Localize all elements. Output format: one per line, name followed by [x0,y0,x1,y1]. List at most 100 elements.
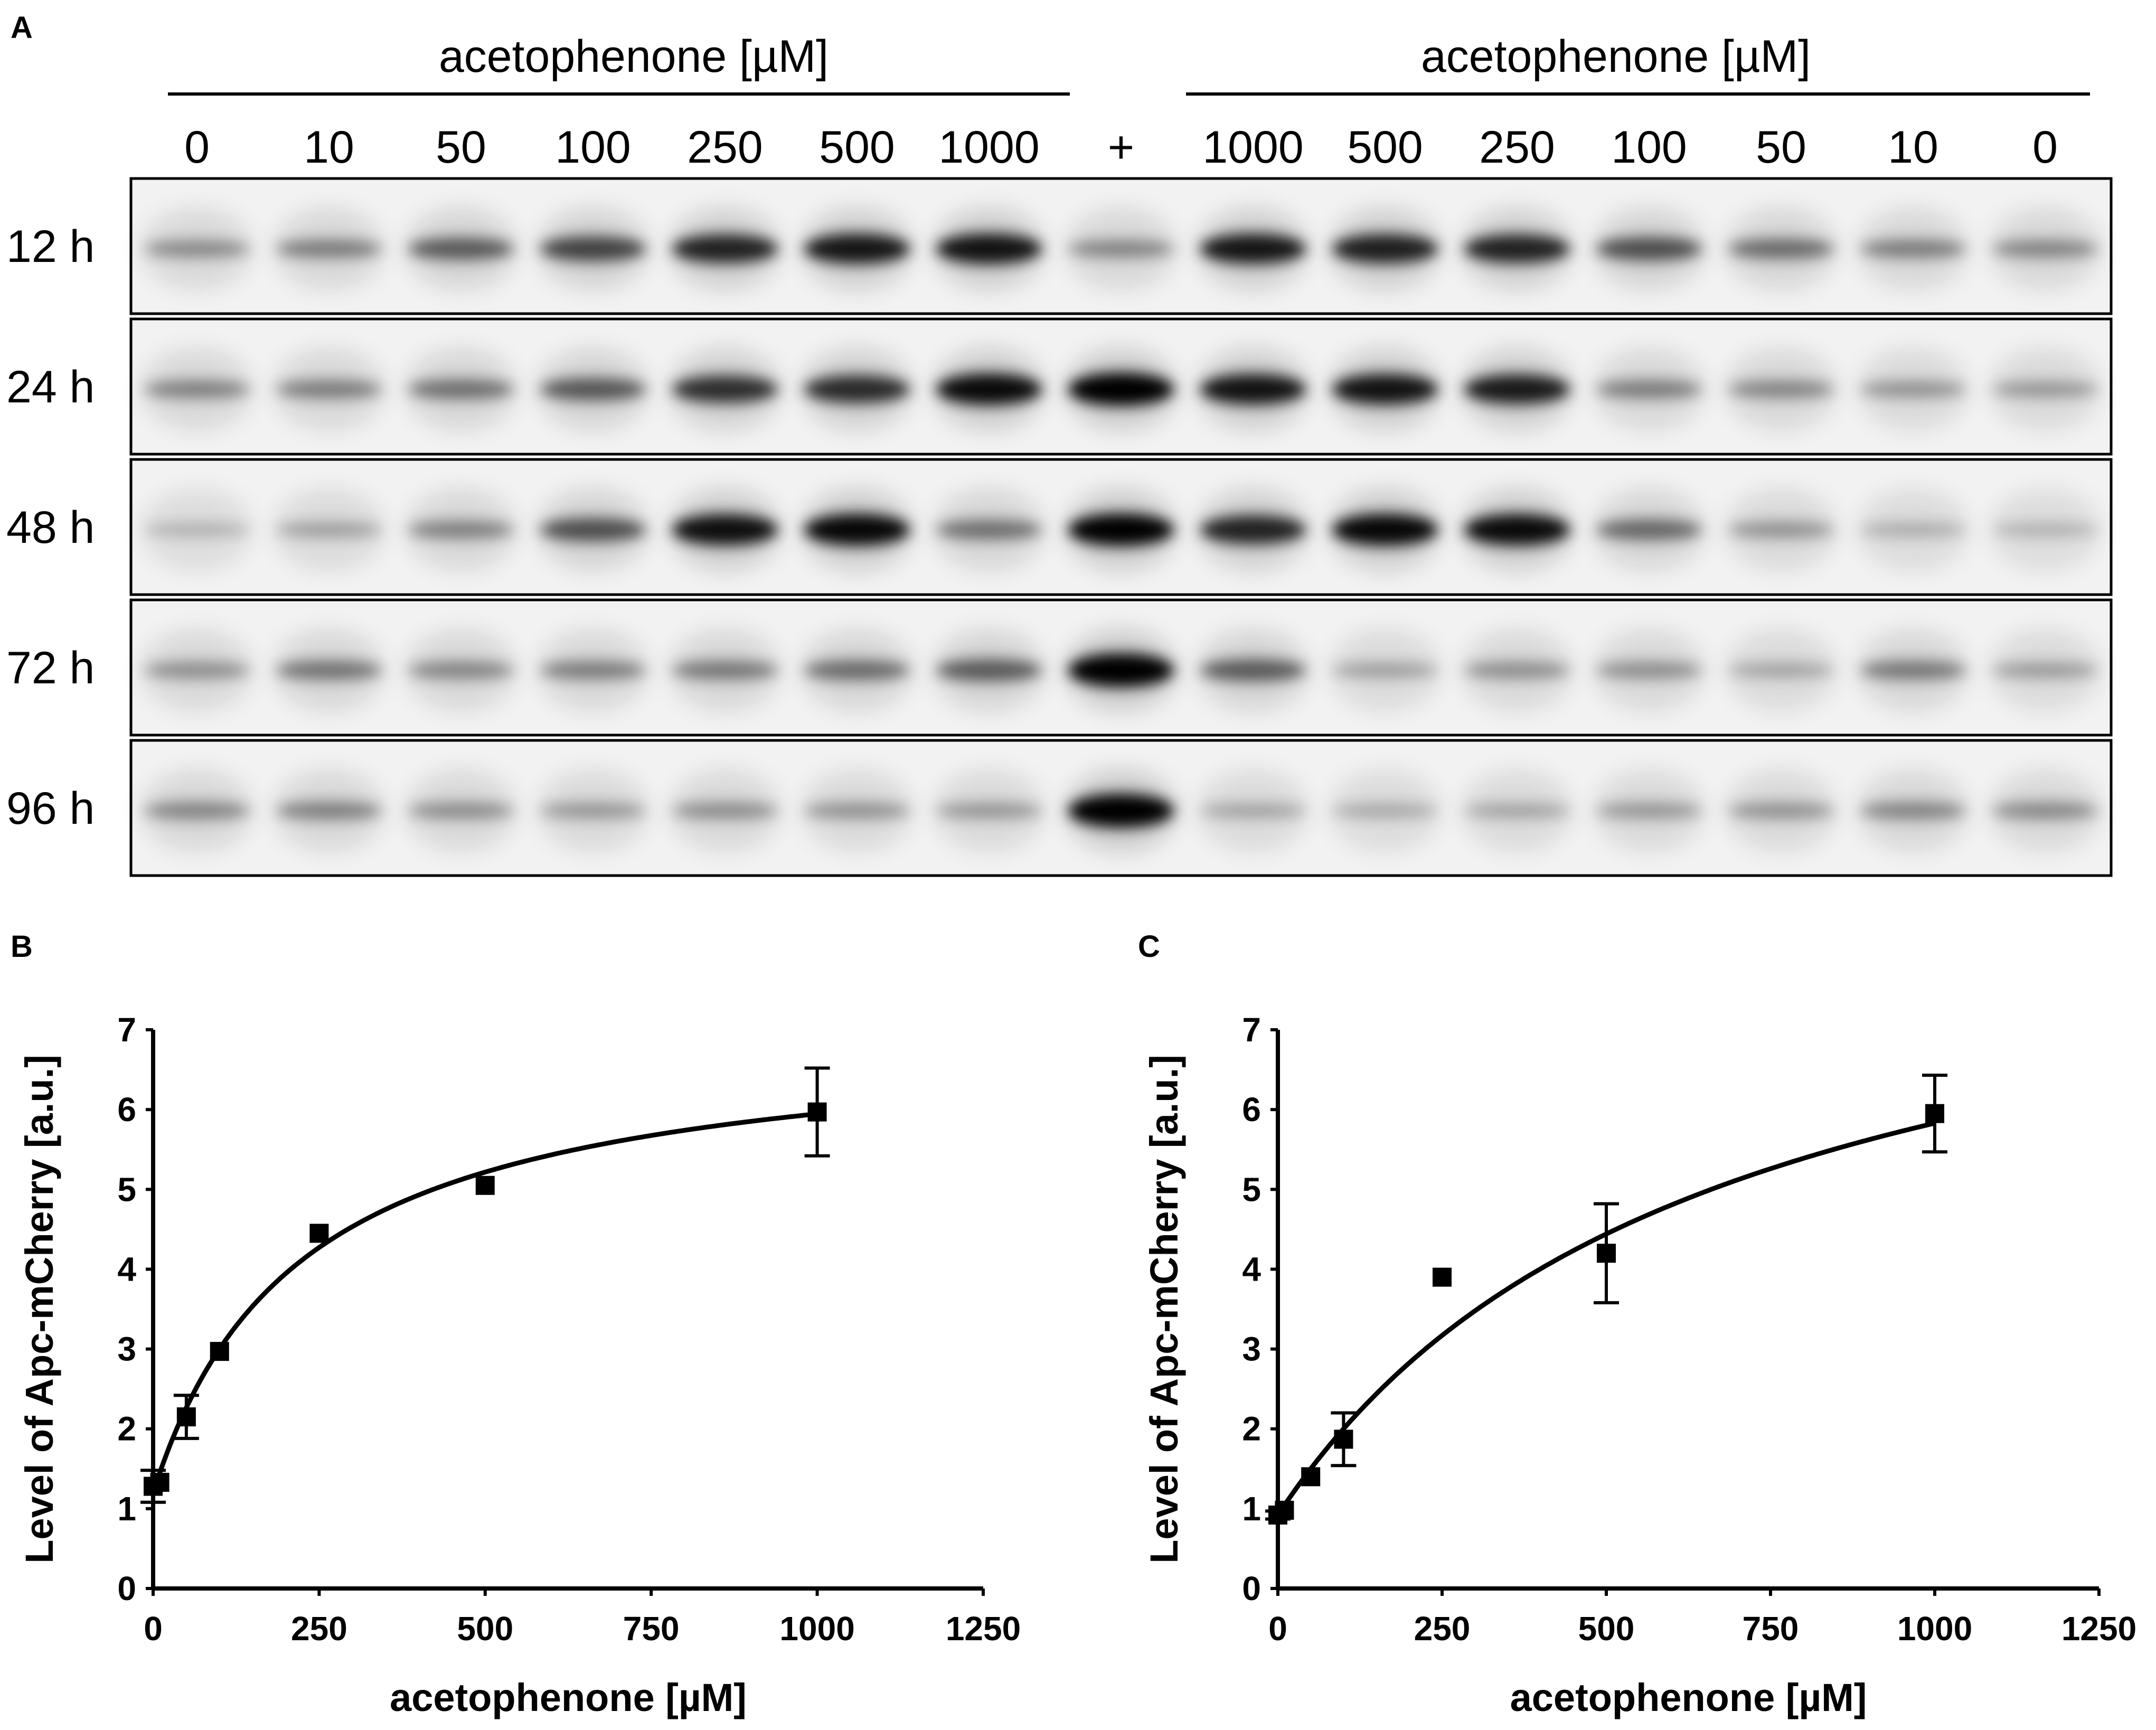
blot-band [1200,233,1306,264]
y-tick-label: 4 [1242,1250,1261,1288]
blot-band [540,378,646,401]
blot-group-label-left: acetophenone [µM] [439,31,828,82]
panel-label-b: B [11,929,33,964]
blot-band [1200,659,1306,682]
y-tick-label: 7 [1242,1011,1261,1049]
blot-band [804,233,910,264]
blot-band [936,659,1042,682]
blot-band [1464,514,1570,546]
x-tick-label: 500 [1578,1610,1635,1648]
blot-band [1068,240,1174,258]
data-point [176,1407,196,1427]
y-tick-label: 1 [1242,1490,1261,1528]
blot-row-label: 96 h [6,783,95,834]
blot-band [1332,804,1438,818]
lane-label: + [1108,122,1134,173]
blot-band [672,375,778,403]
lane-label: 250 [1479,122,1555,173]
blot-rows: 12 h 24 h 48 h 72 h 96 h [6,177,2113,877]
blot-band [1728,521,1834,538]
blot-band [804,802,910,819]
blot-band [1332,513,1438,546]
blot-band [1464,662,1570,679]
x-tick-label: 250 [291,1610,347,1648]
blot-band [1860,523,1966,537]
blot-band [1728,663,1834,678]
data-point [475,1176,495,1195]
blot-band [1464,234,1570,264]
data-point [210,1342,229,1361]
x-tick-label: 0 [144,1610,163,1648]
x-tick-label: 500 [457,1610,513,1648]
blot-band [144,523,250,537]
blot-band [672,234,778,264]
y-tick-label: 7 [117,1011,136,1049]
data-point [1301,1467,1321,1487]
blot-band [1992,802,2098,820]
panel-label-c: C [1138,929,1160,964]
blot-band [1728,380,1834,398]
blot-row: 24 h [6,317,2113,456]
x-tick-label: 1000 [1897,1610,1972,1648]
x-axis-title: acetophenone [µM] [390,1676,747,1719]
blot-band [276,239,382,258]
blot-band [672,802,778,819]
y-tick-label: 6 [1242,1090,1261,1129]
blot-band [1464,374,1570,405]
blot-band [408,521,514,539]
y-tick-label: 5 [1242,1170,1261,1208]
lane-label: 1000 [938,122,1039,173]
blot-band [1068,794,1174,828]
x-tick-label: 250 [1414,1610,1471,1648]
lane-label: 100 [1611,122,1687,173]
blot-row: 48 h [6,458,2113,596]
x-axis-title: acetophenone [µM] [1510,1676,1867,1719]
lane-label: 100 [555,122,631,173]
data-point [1925,1104,1944,1123]
blot-band [1332,374,1438,405]
western-blot: acetophenone [µM] acetophenone [µM] 0 10 5… [6,31,2113,877]
lane-label: 50 [1756,122,1806,173]
blot-band [936,373,1042,405]
blot-band [1860,239,1966,258]
blot-group-label-right: acetophenone [µM] [1421,31,1811,82]
x-tick-label: 750 [623,1610,680,1648]
blot-band [1068,372,1174,406]
blot-band [1992,523,2098,537]
lane-label: 0 [184,122,210,173]
blot-band [936,233,1042,264]
blot-row-label: 48 h [6,502,95,553]
data-point [1334,1430,1353,1449]
blot-band [1596,803,1702,819]
x-tick-label: 1250 [946,1610,1021,1648]
y-tick-label: 4 [117,1250,136,1288]
data-point [1433,1267,1452,1287]
blot-row-label: 24 h [6,362,95,412]
blot-band [1860,381,1966,398]
blot-band [804,513,910,546]
blot-band [936,803,1042,819]
blot-row-label: 72 h [6,643,95,693]
lane-label: 500 [819,122,895,173]
data-point [807,1102,827,1122]
blot-band [1200,803,1306,818]
x-tick-label: 1250 [2061,1610,2136,1648]
blot-band [1992,240,2098,258]
blot-band [1596,237,1702,261]
data-point [1275,1500,1294,1520]
blot-band [408,379,514,399]
panel-label-a: A [11,11,33,45]
y-axis-title: Level of Apc-mCherry [a.u.] [1142,1055,1186,1564]
blot-band [804,375,910,403]
fit-curve [1276,1121,1935,1517]
blot-band [1068,653,1174,688]
blot-band [672,514,778,546]
blot-row-label: 12 h [6,221,95,272]
blot-band [1860,661,1966,680]
blot-band [1596,380,1702,399]
blot-band [1068,513,1174,546]
chart-panel-c: 0 1 2 3 4 5 6 7 0 250 500 750 1000 1250 acetophenone [… [1142,1011,2136,1719]
blot-band [540,803,646,819]
blot-band [936,520,1042,540]
lane-label: 10 [304,122,354,173]
